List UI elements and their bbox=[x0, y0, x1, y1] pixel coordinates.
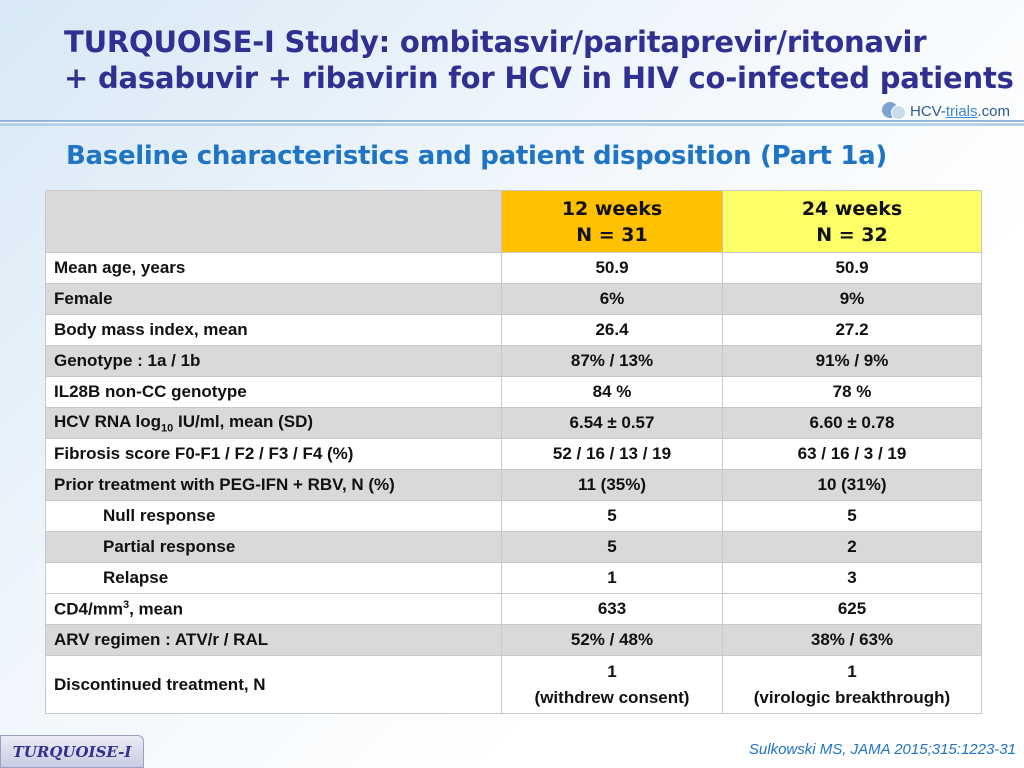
row-label: Discontinued treatment, N bbox=[45, 655, 502, 714]
citation: Sulkowski MS, JAMA 2015;315:1223-31 bbox=[748, 741, 1016, 758]
row-label: IL28B non-CC genotype bbox=[45, 376, 502, 408]
row-label: Mean age, years bbox=[45, 252, 502, 284]
row-value-12w: 633 bbox=[501, 593, 723, 625]
row-label: Genotype : 1a / 1b bbox=[45, 345, 502, 377]
title-divider bbox=[0, 120, 1024, 126]
row-label: Female bbox=[45, 283, 502, 315]
row-value-24w: 1 (virologic breakthrough) bbox=[722, 655, 982, 714]
row-value-12w: 6.54 ± 0.57 bbox=[501, 407, 723, 439]
header-12-weeks-n: N = 31 bbox=[576, 223, 648, 246]
row-label: CD4/mm3, mean bbox=[45, 593, 502, 625]
row-value-12w: 5 bbox=[501, 500, 723, 532]
row-value-24w: 9% bbox=[722, 283, 982, 315]
baseline-table: 12 weeks N = 31 24 weeks N = 32 Mean age… bbox=[45, 190, 982, 714]
row-label: HCV RNA log10 IU/ml, mean (SD) bbox=[45, 407, 502, 439]
row-value-24w: 625 bbox=[722, 593, 982, 625]
logo-text-part3: .com bbox=[977, 102, 1011, 120]
table-row: IL28B non-CC genotype 84 % 78 % bbox=[45, 376, 982, 408]
row-label: Partial response bbox=[45, 531, 502, 563]
header-24-weeks: 24 weeks N = 32 bbox=[722, 190, 982, 253]
slide-title: TURQUOISE-I Study: ombitasvir/paritaprev… bbox=[64, 24, 1014, 96]
table-row: Null response 5 5 bbox=[45, 500, 982, 532]
row-label: ARV regimen : ATV/r / RAL bbox=[45, 624, 502, 656]
row-value-24w: 91% / 9% bbox=[722, 345, 982, 377]
slide-title-line1: TURQUOISE-I Study: ombitasvir/paritaprev… bbox=[64, 25, 927, 59]
row-value-24w: 10 (31%) bbox=[722, 469, 982, 501]
row-value-12w: 5 bbox=[501, 531, 723, 563]
logo-icon bbox=[882, 100, 908, 122]
header-24-weeks-label: 24 weeks bbox=[801, 197, 903, 220]
row-value-12w: 26.4 bbox=[501, 314, 723, 346]
row-value-24w: 27.2 bbox=[722, 314, 982, 346]
row-value-24w: 5 bbox=[722, 500, 982, 532]
slide-title-line2: + dasabuvir + ribavirin for HCV in HIV c… bbox=[64, 61, 1014, 95]
row-value-12w: 84 % bbox=[501, 376, 723, 408]
table-row: Partial response 5 2 bbox=[45, 531, 982, 563]
row-value-24w: 2 bbox=[722, 531, 982, 563]
row-value-12w: 11 (35%) bbox=[501, 469, 723, 501]
study-tab[interactable]: TURQUOISE-I bbox=[0, 735, 144, 768]
table-row: Fibrosis score F0-F1 / F2 / F3 / F4 (%) … bbox=[45, 438, 982, 470]
row-value-24w: 6.60 ± 0.78 bbox=[722, 407, 982, 439]
row-value-24w: 50.9 bbox=[722, 252, 982, 284]
row-label: Prior treatment with PEG-IFN + RBV, N (%… bbox=[45, 469, 502, 501]
row-value-24w: 3 bbox=[722, 562, 982, 594]
table-row: Genotype : 1a / 1b 87% / 13% 91% / 9% bbox=[45, 345, 982, 377]
table-row: CD4/mm3, mean 633 625 bbox=[45, 593, 982, 625]
row-label: Relapse bbox=[45, 562, 502, 594]
table-row: Prior treatment with PEG-IFN + RBV, N (%… bbox=[45, 469, 982, 501]
logo-text-part1: HCV- bbox=[910, 102, 946, 120]
header-24-weeks-n: N = 32 bbox=[816, 223, 888, 246]
row-value-12w: 6% bbox=[501, 283, 723, 315]
table-row: Mean age, years 50.9 50.9 bbox=[45, 252, 982, 284]
table-row: Female 6% 9% bbox=[45, 283, 982, 315]
row-value-24w: 38% / 63% bbox=[722, 624, 982, 656]
table-row: ARV regimen : ATV/r / RAL 52% / 48% 38% … bbox=[45, 624, 982, 656]
header-12-weeks: 12 weeks N = 31 bbox=[501, 190, 723, 253]
table-row: Relapse 1 3 bbox=[45, 562, 982, 594]
table-row: Body mass index, mean 26.4 27.2 bbox=[45, 314, 982, 346]
row-value-12w: 1 (withdrew consent) bbox=[501, 655, 723, 714]
row-value-24w: 63 / 16 / 3 / 19 bbox=[722, 438, 982, 470]
row-value-12w: 52% / 48% bbox=[501, 624, 723, 656]
row-value-12w: 1 bbox=[501, 562, 723, 594]
table-header-row: 12 weeks N = 31 24 weeks N = 32 bbox=[45, 190, 982, 253]
row-label: Fibrosis score F0-F1 / F2 / F3 / F4 (%) bbox=[45, 438, 502, 470]
table-row: HCV RNA log10 IU/ml, mean (SD) 6.54 ± 0.… bbox=[45, 407, 982, 439]
slide-subtitle: Baseline characteristics and patient dis… bbox=[66, 141, 887, 171]
logo-text-part2: trials bbox=[945, 102, 978, 120]
row-label: Null response bbox=[45, 500, 502, 532]
header-12-weeks-label: 12 weeks bbox=[561, 197, 663, 220]
header-empty bbox=[45, 190, 502, 253]
row-value-24w: 78 % bbox=[722, 376, 982, 408]
row-value-12w: 87% / 13% bbox=[501, 345, 723, 377]
row-value-12w: 52 / 16 / 13 / 19 bbox=[501, 438, 723, 470]
hcv-trials-logo: HCV-trials .com bbox=[882, 100, 1010, 122]
row-value-12w: 50.9 bbox=[501, 252, 723, 284]
row-label: Body mass index, mean bbox=[45, 314, 502, 346]
table-row: Discontinued treatment, N 1 (withdrew co… bbox=[45, 655, 982, 714]
